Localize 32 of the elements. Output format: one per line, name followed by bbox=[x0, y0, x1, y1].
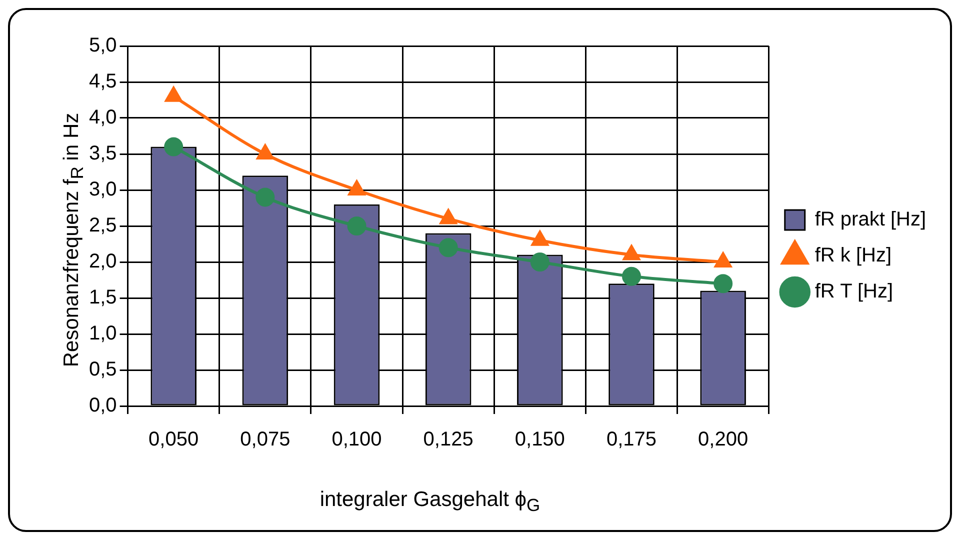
y-tick-label: 4,0 bbox=[88, 106, 117, 129]
y-tick-label: 1,5 bbox=[88, 286, 117, 309]
point bbox=[256, 144, 274, 160]
y-tick-label: 0,5 bbox=[88, 358, 117, 381]
y-tick-label: 3,5 bbox=[88, 142, 117, 165]
y-tick-label: 4,5 bbox=[88, 70, 117, 93]
point bbox=[348, 180, 366, 196]
point bbox=[256, 188, 275, 207]
point bbox=[165, 86, 182, 102]
point bbox=[714, 274, 733, 294]
legend-label: fR T [Hz] bbox=[814, 280, 894, 303]
y-tick-label: 1,0 bbox=[88, 322, 117, 345]
point bbox=[438, 238, 458, 258]
point bbox=[530, 252, 550, 272]
x-tick-label: 0,050 bbox=[148, 428, 199, 451]
y-tick-label: 2,5 bbox=[88, 214, 117, 237]
x-axis-title: integraler Gasgehalt ϕ$_{G}$ bbox=[320, 488, 540, 516]
x-tick-label: 0,150 bbox=[514, 428, 565, 451]
y-tick-label: 3,0 bbox=[88, 178, 117, 201]
x-tick-label: 0,200 bbox=[698, 428, 748, 451]
x-tick-label: 0,100 bbox=[332, 428, 382, 451]
x-tick-label: 0,125 bbox=[423, 428, 474, 451]
point bbox=[440, 209, 457, 224]
x-tick-label: 0,075 bbox=[240, 428, 290, 451]
point bbox=[622, 266, 641, 286]
legend-label: fR k [Hz] bbox=[814, 244, 892, 267]
y-tick-label: 5,0 bbox=[88, 34, 117, 57]
legend-label: fR prakt [Hz] bbox=[814, 208, 926, 231]
y-tick-label: 2,0 bbox=[88, 250, 117, 273]
point bbox=[347, 216, 366, 236]
y-tick-label: 0,0 bbox=[88, 394, 117, 417]
x-tick-label: 0,175 bbox=[606, 428, 657, 451]
